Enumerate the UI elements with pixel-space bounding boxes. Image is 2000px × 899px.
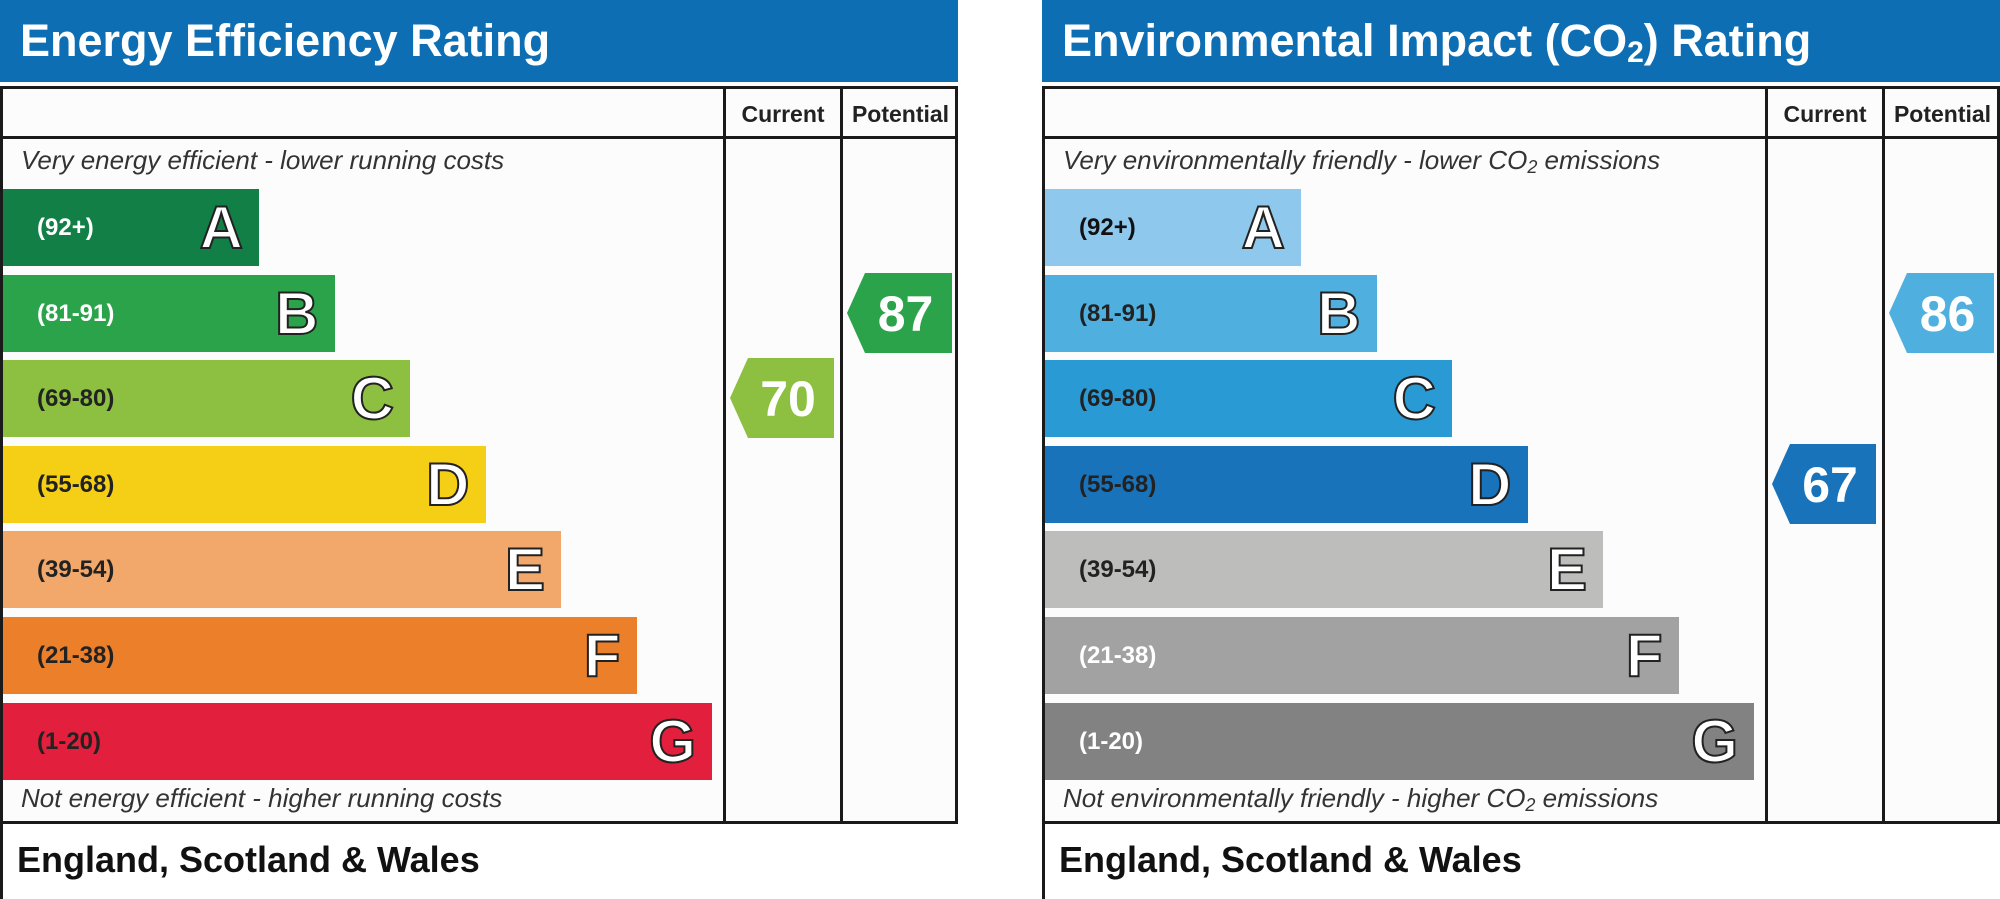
current-rating-marker: 70: [730, 358, 834, 439]
band-range-label: (81-91): [1079, 299, 1157, 327]
band-letter: D: [425, 450, 470, 519]
rating-band-e: (39-54) E: [3, 531, 561, 609]
region-footer: England, Scotland & Wales: [0, 824, 680, 899]
region-footer: England, Scotland & Wales: [1042, 824, 1722, 899]
rating-band-g: (1-20) G: [3, 702, 712, 780]
header-divider: [1045, 136, 1997, 139]
panel-title: Energy Efficiency Rating: [0, 0, 958, 82]
potential-arrow-shape: [1889, 272, 1994, 353]
rating-band-c: (69-80) C: [3, 360, 410, 438]
band-letter: A: [199, 193, 244, 262]
band-range-label: (1-20): [1079, 727, 1144, 755]
band-range-label: (69-80): [37, 385, 115, 413]
band-range-label: (92+): [37, 214, 94, 241]
rating-band-b: (81-91) B: [3, 274, 335, 352]
rating-chart: Current Potential Very energy efficient …: [0, 86, 958, 824]
band-letter: G: [648, 707, 697, 776]
band-letter: F: [583, 621, 622, 690]
current-rating-value: 67: [1802, 456, 1858, 513]
rating-band-f: (21-38) F: [3, 617, 637, 694]
potential-arrow-shape: [847, 272, 952, 353]
rating-band-b: (81-91) B: [1045, 274, 1377, 352]
potential-rating-arrow: [1889, 272, 1994, 353]
band-range-label: (39-54): [1079, 556, 1157, 584]
top-caption: Very energy efficient - lower running co…: [21, 145, 505, 175]
potential-rating-value: 86: [1919, 285, 1976, 342]
rating-band-d: (55-68) D: [3, 445, 486, 523]
band-range-label: (21-38): [37, 642, 115, 669]
band-letter: E: [504, 535, 546, 604]
current-rating-value: 70: [760, 371, 816, 428]
current-rating-marker: 67: [1772, 443, 1876, 524]
current-column-header: Current: [741, 101, 825, 127]
band-letter: F: [1625, 621, 1664, 690]
panel-title: Environmental Impact (CO2) Rating: [1042, 0, 2000, 82]
rating-band-f: (21-38) F: [1045, 617, 1679, 694]
band-range-label: (81-91): [37, 299, 115, 327]
band-range-label: (1-20): [37, 727, 102, 755]
potential-column-header: Potential: [851, 101, 950, 127]
band-range-label: (69-80): [1079, 385, 1157, 413]
band-range-label: (92+): [1079, 214, 1136, 241]
current-arrow-shape: [730, 358, 834, 439]
rating-band-a: (92+) A: [3, 189, 259, 266]
band-letter: B: [1316, 279, 1361, 348]
potential-rating-value: 87: [877, 285, 934, 342]
band-letter: G: [1690, 707, 1739, 776]
potential-rating-arrow: [847, 272, 952, 353]
band-range-label: (21-38): [1079, 642, 1157, 669]
band-letter: B: [274, 279, 319, 348]
rating-band-d: (55-68) D: [1045, 445, 1528, 523]
current-column-header: Current: [1783, 101, 1867, 127]
column-divider: [723, 89, 726, 821]
rating-chart: Current Potential Very environmentally f…: [1042, 86, 2000, 824]
potential-column-header: Potential: [1893, 101, 1992, 127]
band-letter: E: [1546, 535, 1588, 604]
current-rating-arrow: [730, 358, 834, 439]
top-caption: Very environmentally friendly - lower CO…: [1063, 145, 1661, 177]
band-letter: A: [1241, 193, 1286, 262]
energy-efficiency-panel: Energy Efficiency Rating Current Potenti…: [0, 0, 958, 899]
potential-rating-marker: 86: [1889, 272, 1994, 353]
rating-band-a: (92+) A: [1045, 189, 1301, 266]
band-letter: C: [1392, 364, 1437, 433]
band-letter: C: [350, 364, 395, 433]
rating-band-e: (39-54) E: [1045, 531, 1603, 609]
column-divider: [840, 89, 843, 821]
band-range-label: (39-54): [37, 556, 115, 584]
column-divider: [1765, 89, 1768, 821]
column-divider: [1882, 89, 1885, 821]
bottom-caption: Not energy efficient - higher running co…: [21, 783, 503, 813]
header-divider: [3, 136, 955, 139]
rating-band-c: (69-80) C: [1045, 360, 1452, 438]
potential-rating-marker: 87: [847, 272, 952, 353]
current-arrow-shape: [1772, 443, 1876, 524]
rating-band-g: (1-20) G: [1045, 702, 1754, 780]
band-range-label: (55-68): [37, 470, 115, 498]
band-range-label: (55-68): [1079, 470, 1157, 498]
band-letter: D: [1467, 450, 1512, 519]
bottom-caption: Not environmentally friendly - higher CO…: [1063, 783, 1659, 815]
current-rating-arrow: [1772, 443, 1876, 524]
environmental-impact-panel: Environmental Impact (CO2) Rating Curren…: [1042, 0, 2000, 899]
